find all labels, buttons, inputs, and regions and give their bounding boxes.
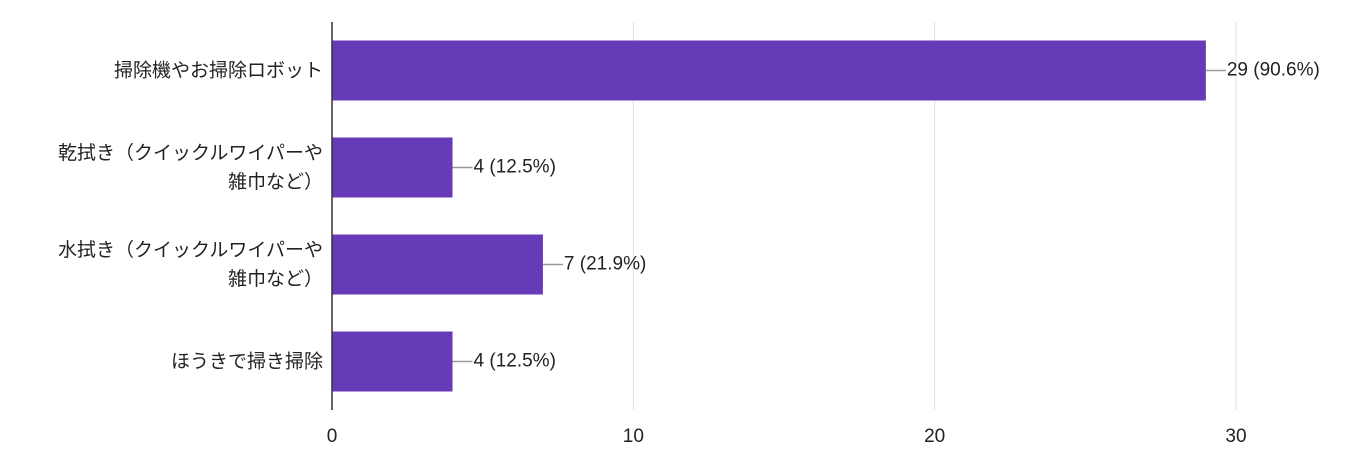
x-tick-label: 20 (924, 426, 945, 447)
y-tick-label: 水拭き（クイックルワイパーや 雑巾など） (57, 238, 323, 290)
value-label: 4 (12.5%) (474, 351, 556, 372)
x-tick-label: 0 (327, 426, 338, 447)
y-tick-label: ほうきで掃き掃除 (170, 350, 323, 372)
x-tick-label: 10 (623, 426, 644, 447)
x-tick-label: 30 (1225, 426, 1246, 447)
y-tick-label: 掃除機やお掃除ロボット (113, 59, 323, 81)
bar (332, 40, 1206, 101)
y-tick-label: 乾拭き（クイックルワイパーや 雑巾など） (57, 141, 323, 193)
value-label: 29 (90.6%) (1227, 60, 1320, 81)
bar (332, 137, 453, 198)
bar (332, 234, 543, 295)
value-label: 4 (12.5%) (474, 157, 556, 178)
value-label: 7 (21.9%) (564, 254, 646, 275)
bar (332, 331, 453, 392)
